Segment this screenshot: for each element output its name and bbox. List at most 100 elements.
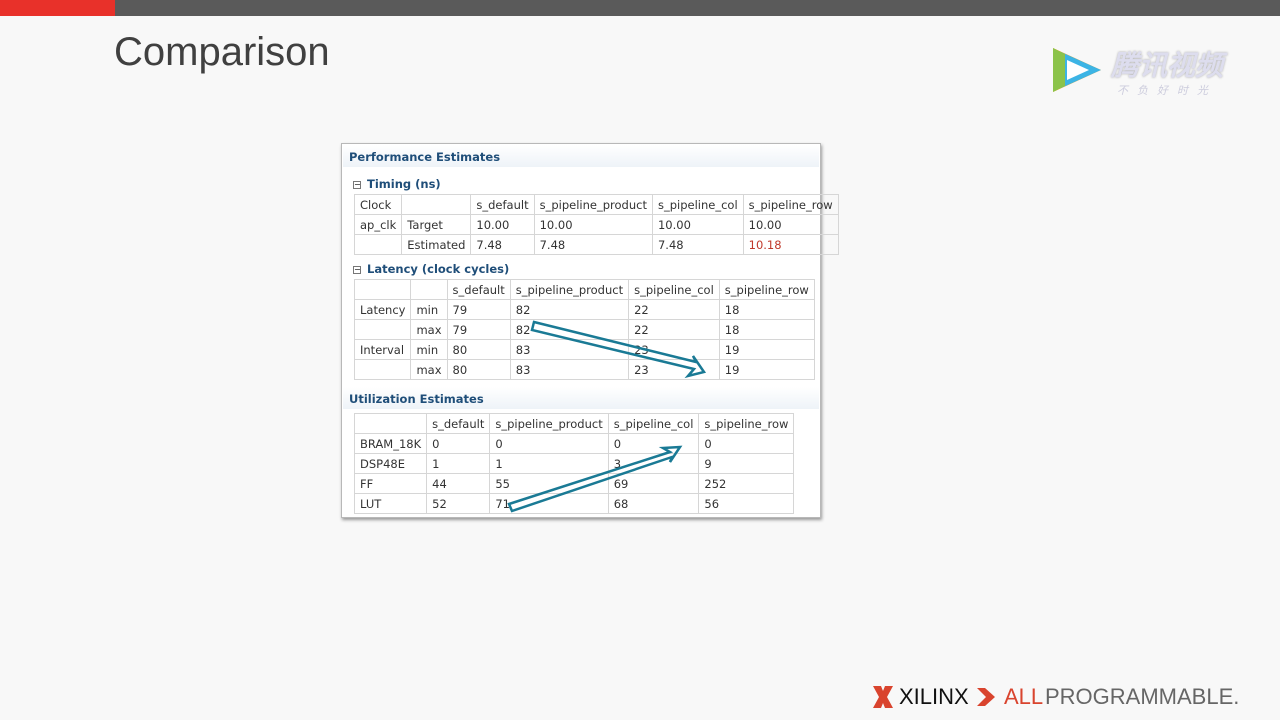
utilization-table: s_default s_pipeline_product s_pipeline_co… bbox=[353, 413, 795, 514]
table-cell: 68 bbox=[607, 493, 700, 514]
table-cell bbox=[353, 319, 412, 340]
table-cell: BRAM_18K bbox=[353, 433, 428, 454]
table-cell: Clock bbox=[353, 194, 403, 215]
table-row: BRAM_18K 0 0 0 0 bbox=[353, 433, 795, 454]
table-cell: 18 bbox=[718, 299, 815, 320]
table-row: DSP48E 1 1 3 9 bbox=[353, 453, 795, 474]
table-cell: 83 bbox=[509, 359, 630, 380]
table-cell: 0 bbox=[698, 433, 795, 454]
table-cell: 7.48 bbox=[651, 234, 744, 255]
brand-name: XILINX bbox=[899, 684, 969, 709]
table-row: ap_clk Target 10.00 10.00 10.00 10.00 bbox=[353, 214, 839, 235]
table-cell: Interval bbox=[353, 339, 412, 360]
table-header-row: s_default s_pipeline_product s_pipeline_co… bbox=[353, 413, 795, 434]
table-cell: 69 bbox=[607, 473, 700, 494]
collapse-icon: − bbox=[353, 180, 361, 189]
watermark-slogan: 不负好时光 bbox=[1117, 84, 1217, 97]
table-cell: 82 bbox=[509, 319, 630, 340]
table-cell: 10.00 bbox=[651, 214, 744, 235]
tagline-all: ALL bbox=[1004, 684, 1044, 709]
table-cell: 22 bbox=[628, 299, 720, 320]
watermark-name: 腾讯视频 bbox=[1111, 49, 1224, 82]
table-cell: 0 bbox=[426, 433, 491, 454]
table-cell: 7.48 bbox=[470, 234, 535, 255]
table-cell: 19 bbox=[718, 359, 815, 380]
table-cell: Latency bbox=[353, 299, 412, 320]
latency-table: s_default s_pipeline_product s_pipeline_co… bbox=[353, 279, 815, 380]
xilinx-x-icon bbox=[873, 686, 893, 708]
table-cell: 10.00 bbox=[470, 214, 535, 235]
table-header-row: Clock s_default s_pipeline_product s_pipeli… bbox=[353, 194, 839, 215]
table-cell: 22 bbox=[628, 319, 720, 340]
table-cell: s_pipeline_row bbox=[698, 413, 795, 434]
table-cell: FF bbox=[353, 473, 428, 494]
header-band bbox=[343, 145, 819, 167]
table-cell: max bbox=[410, 359, 448, 380]
table-cell: s_pipeline_product bbox=[533, 194, 653, 215]
table-row: FF 44 55 69 252 bbox=[353, 473, 795, 494]
table-cell: 10.00 bbox=[533, 214, 653, 235]
table-cell: 7.48 bbox=[533, 234, 653, 255]
table-row: max 79 82 22 18 bbox=[353, 319, 815, 340]
slide-title: Comparison bbox=[114, 30, 330, 74]
table-row: max 80 83 23 19 bbox=[353, 359, 815, 380]
table-row: Estimated 7.48 7.48 7.48 10.18 bbox=[353, 234, 839, 255]
table-cell: Estimated bbox=[401, 234, 472, 255]
table-cell: 0 bbox=[607, 433, 700, 454]
table-cell: s_pipeline_row bbox=[742, 194, 839, 215]
top-bar-accent bbox=[0, 0, 115, 16]
table-cell: 252 bbox=[698, 473, 795, 494]
performance-panel: Performance Estimates − Timing (ns) Clock… bbox=[341, 143, 839, 518]
collapse-icon: − bbox=[353, 265, 361, 274]
table-cell: Target bbox=[401, 214, 472, 235]
table-cell: 52 bbox=[426, 493, 491, 514]
table-cell: 1 bbox=[426, 453, 491, 474]
table-cell: 80 bbox=[446, 359, 511, 380]
table-row: Interval min 80 83 23 19 bbox=[353, 339, 815, 360]
table-cell: max bbox=[410, 319, 448, 340]
table-cell: s_pipeline_col bbox=[628, 279, 720, 300]
table-cell: 19 bbox=[718, 339, 815, 360]
table-cell: min bbox=[410, 299, 448, 320]
table-cell bbox=[353, 413, 428, 434]
table-cell: 10.18 bbox=[742, 234, 839, 255]
table-cell: 55 bbox=[489, 473, 609, 494]
table-cell: 9 bbox=[698, 453, 795, 474]
utilization-header: Utilization Estimates bbox=[349, 392, 484, 406]
timing-table: Clock s_default s_pipeline_product s_pipeli… bbox=[353, 194, 839, 255]
chevron-icon bbox=[977, 688, 995, 706]
table-cell: 44 bbox=[426, 473, 491, 494]
table-cell bbox=[353, 279, 412, 300]
tagline-programmable: PROGRAMMABLE. bbox=[1045, 684, 1240, 709]
table-cell: 80 bbox=[446, 339, 511, 360]
table-cell: s_default bbox=[470, 194, 535, 215]
table-cell: 79 bbox=[446, 319, 511, 340]
table-cell: s_pipeline_col bbox=[607, 413, 700, 434]
table-cell: 10.00 bbox=[742, 214, 839, 235]
table-header-row: s_default s_pipeline_product s_pipeline_co… bbox=[353, 279, 815, 300]
table-cell: 3 bbox=[607, 453, 700, 474]
table-cell bbox=[353, 234, 403, 255]
tencent-video-watermark: 腾讯视频 不负好时光 bbox=[1045, 42, 1240, 102]
table-cell: 1 bbox=[489, 453, 609, 474]
table-cell: s_default bbox=[446, 279, 511, 300]
table-cell: s_pipeline_row bbox=[718, 279, 815, 300]
table-cell: 82 bbox=[509, 299, 630, 320]
table-cell: DSP48E bbox=[353, 453, 428, 474]
table-cell bbox=[353, 359, 412, 380]
table-row: Latency min 79 82 22 18 bbox=[353, 299, 815, 320]
table-cell: 56 bbox=[698, 493, 795, 514]
timing-section[interactable]: − Timing (ns) bbox=[353, 177, 441, 191]
table-cell: s_default bbox=[426, 413, 491, 434]
table-cell: LUT bbox=[353, 493, 428, 514]
table-cell: 83 bbox=[509, 339, 630, 360]
table-cell: ap_clk bbox=[353, 214, 403, 235]
table-cell: s_pipeline_product bbox=[509, 279, 630, 300]
table-cell: 79 bbox=[446, 299, 511, 320]
table-cell: 71 bbox=[489, 493, 609, 514]
table-cell: 23 bbox=[628, 339, 720, 360]
tencent-play-icon bbox=[1053, 48, 1101, 92]
table-cell bbox=[410, 279, 448, 300]
latency-section[interactable]: − Latency (clock cycles) bbox=[353, 262, 510, 276]
table-cell: s_pipeline_col bbox=[651, 194, 744, 215]
